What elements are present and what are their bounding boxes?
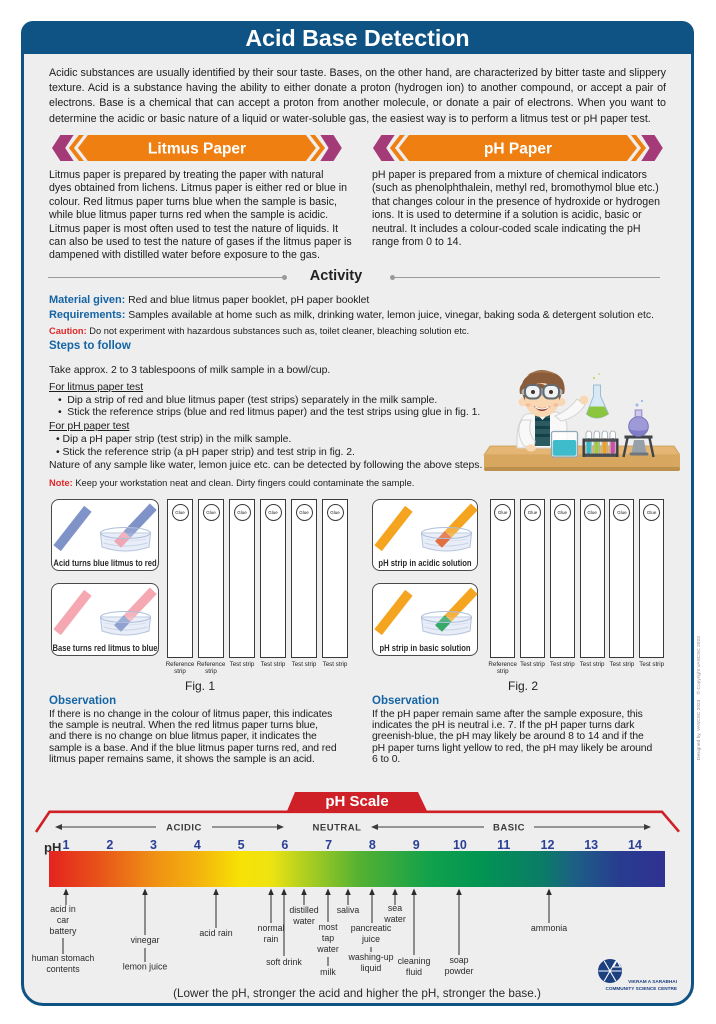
svg-text:14: 14 <box>628 838 642 852</box>
svg-text:13: 13 <box>584 838 598 852</box>
svg-text:milk: milk <box>320 967 336 977</box>
svg-text:Litmus Paper: Litmus Paper <box>148 141 246 158</box>
svg-text:4: 4 <box>194 838 201 852</box>
svg-text:contents: contents <box>46 964 80 974</box>
svg-text:10: 10 <box>453 838 467 852</box>
svg-text:sea: sea <box>388 903 402 913</box>
svg-text:12: 12 <box>541 838 555 852</box>
svg-text:11: 11 <box>497 838 510 852</box>
svg-text:3: 3 <box>150 838 157 852</box>
svg-text:5: 5 <box>238 838 245 852</box>
svg-text:9: 9 <box>413 838 420 852</box>
svg-text:COMMUNITY SCIENCE CENTRE: COMMUNITY SCIENCE CENTRE <box>605 986 677 991</box>
svg-text:acid rain: acid rain <box>199 928 232 938</box>
svg-text:pH Paper: pH Paper <box>484 141 552 158</box>
svg-text:saliva: saliva <box>337 905 360 915</box>
svg-text:washing-up: washing-up <box>348 952 394 962</box>
svg-text:car: car <box>57 915 69 925</box>
svg-text:most: most <box>318 922 338 932</box>
svg-text:acid in: acid in <box>50 904 76 914</box>
svg-text:vinegar: vinegar <box>131 935 160 945</box>
svg-text:ACIDIC: ACIDIC <box>166 823 202 834</box>
svg-text:distilled: distilled <box>289 905 318 915</box>
svg-text:6: 6 <box>281 838 288 852</box>
svg-text:human stomach: human stomach <box>32 953 95 963</box>
svg-text:8: 8 <box>369 838 376 852</box>
svg-text:pH Scale: pH Scale <box>325 793 388 810</box>
svg-text:juice: juice <box>361 934 380 944</box>
svg-text:normal: normal <box>258 923 285 933</box>
svg-text:7: 7 <box>325 838 332 852</box>
svg-text:VIKRAM A SARABHAI: VIKRAM A SARABHAI <box>628 979 677 984</box>
svg-text:BASIC: BASIC <box>493 823 525 834</box>
svg-text:2: 2 <box>106 838 113 852</box>
svg-text:powder: powder <box>445 966 474 976</box>
svg-text:lemon juice: lemon juice <box>123 962 168 972</box>
svg-text:(Lower the pH, stronger the ac: (Lower the pH, stronger the acid and hig… <box>173 987 541 1000</box>
svg-text:soft drink: soft drink <box>266 957 302 967</box>
svg-text:liquid: liquid <box>361 963 382 973</box>
svg-text:soap: soap <box>449 955 468 965</box>
svg-text:water: water <box>383 914 406 924</box>
svg-text:battery: battery <box>50 926 77 936</box>
svg-text:water: water <box>292 916 315 926</box>
svg-text:pancreatic: pancreatic <box>351 923 392 933</box>
svg-text:tap: tap <box>322 933 334 943</box>
svg-text:1: 1 <box>63 838 70 852</box>
svg-text:ammonia: ammonia <box>531 923 567 933</box>
svg-text:fluid: fluid <box>406 967 422 977</box>
svg-text:cleaning: cleaning <box>398 956 431 966</box>
svg-text:water: water <box>316 944 339 954</box>
svg-text:NEUTRAL: NEUTRAL <box>313 823 362 834</box>
svg-text:rain: rain <box>264 934 279 944</box>
